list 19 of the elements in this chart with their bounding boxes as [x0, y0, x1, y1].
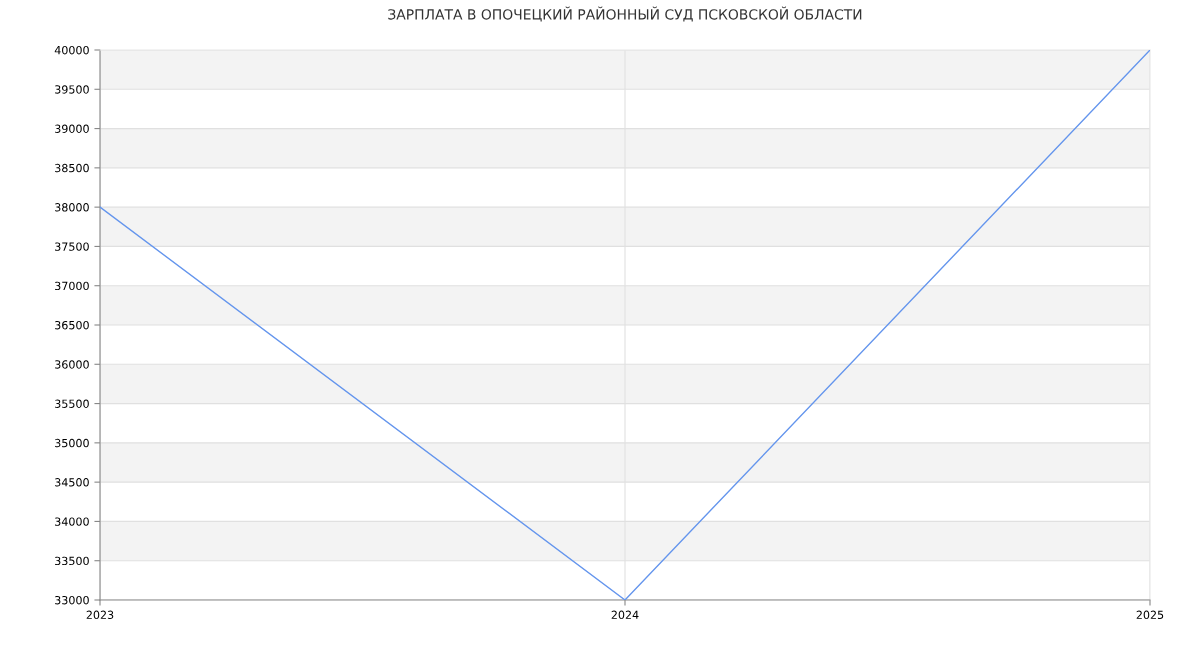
x-tick-label: 2024 [611, 610, 639, 620]
y-tick-label: 34500 [55, 478, 89, 487]
y-tick-label: 36500 [55, 320, 89, 330]
y-tick-label: 39000 [55, 124, 89, 133]
y-tick-label: 37000 [55, 281, 89, 291]
y-tick-label: 36000 [55, 360, 89, 369]
y-tick-label: 38000 [55, 203, 89, 212]
x-tick-label: 2025 [1136, 610, 1164, 620]
y-tick-label: 33000 [55, 595, 89, 605]
y-tick-label: 35500 [55, 399, 89, 408]
y-tick-label: 39500 [55, 85, 89, 94]
chart-title: ЗАРПЛАТА В ОПОЧЕЦКИЙ РАЙОННЫЙ СУД ПСКОВСКОЙ ОБЛАСТИ [388, 6, 862, 22]
x-tick-label: 2023 [86, 610, 114, 620]
y-tick-label: 35000 [55, 438, 89, 448]
y-tick-label: 38500 [55, 163, 89, 173]
y-tick-label: 33500 [55, 556, 89, 566]
y-tick-label: 34000 [55, 517, 89, 526]
y-tick-label: 40000 [54, 45, 89, 55]
y-tick-label: 37500 [55, 242, 89, 251]
